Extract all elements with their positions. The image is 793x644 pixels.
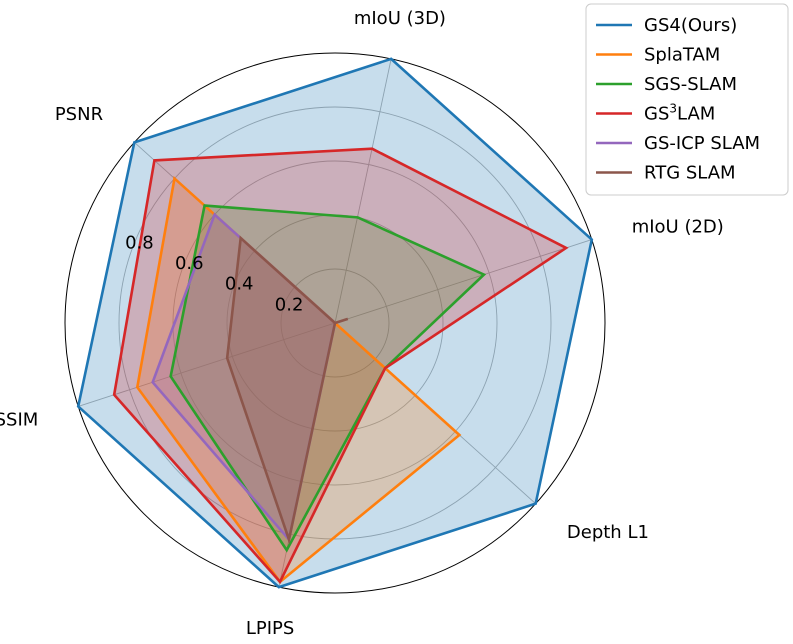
series-fill-1 bbox=[137, 178, 460, 582]
legend-label-0: GS4(Ours) bbox=[644, 15, 737, 36]
legend-label-4: GS-ICP SLAM bbox=[644, 133, 760, 154]
radar-labels: mIoU (3D) mIoU (2D) Depth L1 LPIPS SSIM PSNR 0… bbox=[0, 8, 724, 639]
radial-gridline-3 bbox=[118, 106, 552, 540]
axis-label-0: mIoU (3D) bbox=[354, 8, 446, 29]
series-line-0 bbox=[76, 57, 594, 589]
axis-label-4: SSIM bbox=[0, 409, 38, 430]
series-line-1 bbox=[135, 175, 462, 584]
radial-gridline-0 bbox=[280, 268, 390, 378]
axis-label-3: LPIPS bbox=[246, 618, 294, 639]
radial-tick-label-1: 0.4 bbox=[225, 274, 254, 295]
series-fill-4 bbox=[152, 214, 335, 540]
axis-label-5: PSNR bbox=[55, 104, 103, 125]
series-fill-3 bbox=[114, 148, 567, 582]
series-line-5 bbox=[225, 235, 349, 545]
axis-label-1: mIoU (2D) bbox=[632, 217, 724, 238]
series-line-3 bbox=[112, 147, 569, 585]
legend-label-3: GS3LAM bbox=[644, 102, 715, 125]
axis-label-2: Depth L1 bbox=[567, 522, 649, 543]
legend-label-1: SplaTAM bbox=[644, 45, 720, 66]
series-fill-5 bbox=[227, 238, 348, 540]
legend-label-5: RTG SLAM bbox=[644, 163, 736, 184]
radial-gridline-2 bbox=[172, 160, 498, 486]
radial-tick-label-0: 0.2 bbox=[275, 294, 304, 315]
legend-label-2: SGS-SLAM bbox=[644, 74, 737, 95]
legend: GS4(Ours) SplaTAM SGS-SLAM GS3LAM GS-ICP SLA… bbox=[585, 3, 789, 196]
radar-series bbox=[76, 57, 594, 589]
spoke-1 bbox=[334, 239, 592, 324]
legend-frame bbox=[585, 3, 789, 196]
radial-tick-label-2: 0.6 bbox=[175, 253, 204, 274]
series-line-2 bbox=[169, 204, 487, 553]
polar-frame bbox=[64, 52, 606, 594]
spoke-0 bbox=[334, 58, 392, 324]
spoke-4 bbox=[78, 322, 336, 407]
series-fill-2 bbox=[170, 205, 484, 551]
radial-tick-label-3: 0.8 bbox=[125, 232, 154, 253]
